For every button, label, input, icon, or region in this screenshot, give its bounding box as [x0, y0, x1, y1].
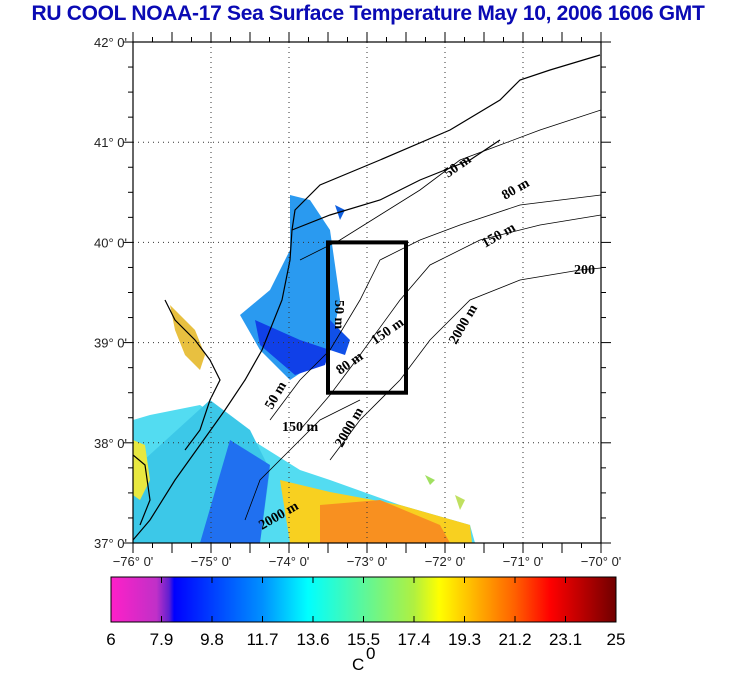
contour-label-150m: 150 m [480, 220, 519, 251]
grid-lines [133, 42, 601, 543]
contour-label-50m-south: 50 m [262, 379, 290, 412]
bathymetry-contours [244, 109, 601, 521]
x-tick-label: −73° 0' [347, 554, 388, 569]
coastline [133, 54, 601, 541]
colorbar-tick-label: 9.8 [200, 630, 224, 649]
colorbar-tick-label: 6 [106, 630, 115, 649]
colorbar-tick-label: 7.9 [150, 630, 174, 649]
y-tick-label: 38° 0' [94, 436, 127, 451]
study-area-box [326, 240, 408, 395]
map-area: 50 m 80 m 150 m 2000 m 200 150 m 80 m 50… [133, 42, 601, 543]
x-tick-label: −70° 0' [581, 554, 622, 569]
y-tick-label: 37° 0' [94, 536, 127, 551]
y-tick-label: 41° 0' [94, 135, 127, 150]
contour-label-80m: 80 m [500, 176, 533, 204]
colorbar-tick-label: 19.3 [448, 630, 481, 649]
y-tick-label: 40° 0' [94, 235, 127, 250]
chart-title: RU COOL NOAA-17 Sea Surface Temperature … [31, 2, 705, 25]
contour-label-200: 200 [574, 263, 595, 278]
colorbar-unit-label: C [352, 655, 364, 674]
y-tick-label: 42° 0' [94, 35, 127, 50]
x-tick-label: −71° 0' [503, 554, 544, 569]
x-tick-label: −72° 0' [425, 554, 466, 569]
contour-label-150m-box: 150 m [369, 315, 408, 348]
axes: −76° 0' −75° 0' −74° 0' −73° 0' −72° 0' −71° … [94, 32, 621, 569]
colorbar-tick-label: 17.4 [397, 630, 430, 649]
x-tick-label: −76° 0' [113, 554, 154, 569]
colorbar-unit-superscript: 0 [366, 644, 375, 663]
sst-data-patches [133, 195, 475, 543]
colorbar-tick-label: 15.5 [347, 630, 380, 649]
colorbar-tick-label: 25 [607, 630, 626, 649]
contour-label-150m-south: 150 m [282, 420, 319, 435]
colorbar-ticks: 6 7.9 9.8 11.7 13.6 15.5 17.4 19.3 21.2 23.1 25 [106, 577, 625, 649]
colorbar-tick-label: 13.6 [296, 630, 329, 649]
x-tick-label: −75° 0' [191, 554, 232, 569]
colorbar-tick-label: 21.2 [498, 630, 531, 649]
colorbar-tick-label: 23.1 [549, 630, 582, 649]
colorbar [110, 576, 617, 623]
y-tick-label: 39° 0' [94, 336, 127, 351]
contour-label-2000m: 2000 m [446, 302, 481, 347]
colorbar-tick-label: 11.7 [247, 630, 279, 649]
x-tick-label: −74° 0' [269, 554, 310, 569]
contour-label-50m-box: 50 m [331, 300, 346, 330]
